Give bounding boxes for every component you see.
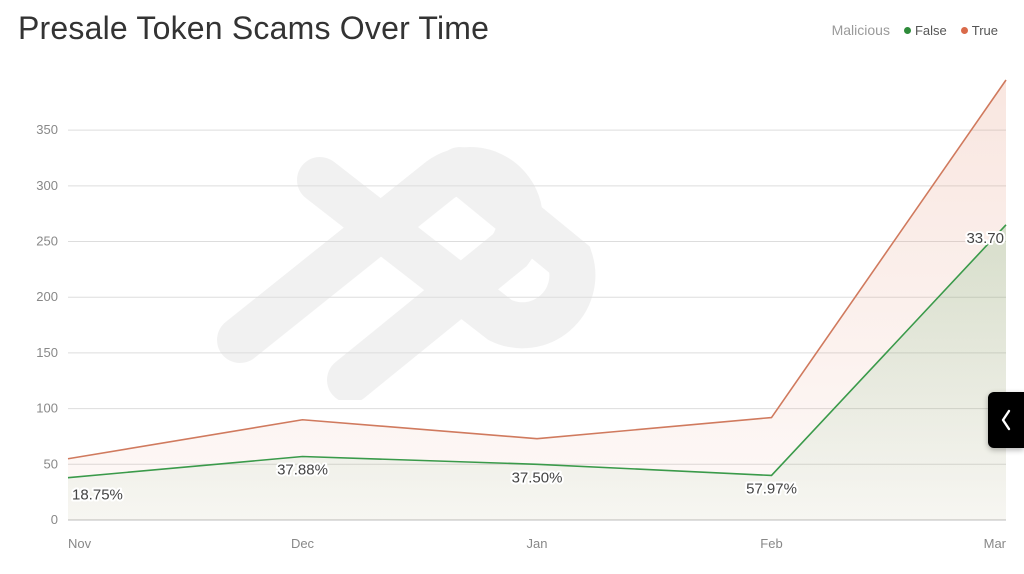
chart-svg: 05010015020025030035018.75%18.75%37.88%3…: [18, 70, 1016, 564]
legend-title: Malicious: [832, 22, 890, 38]
x-tick-label: Jan: [527, 536, 548, 551]
percent-label: 37.88%: [277, 462, 328, 479]
chart-area: 05010015020025030035018.75%18.75%37.88%3…: [18, 70, 1016, 564]
chevron-left-icon: [999, 409, 1013, 431]
y-tick-label: 300: [36, 178, 58, 193]
x-tick-label: Dec: [291, 536, 315, 551]
percent-label: 37.50%: [512, 469, 563, 486]
legend-label-true: True: [972, 23, 998, 38]
legend: Malicious False True: [832, 22, 998, 38]
legend-dot-false: [904, 27, 911, 34]
percent-label: 33.70: [966, 230, 1004, 247]
x-tick-label: Feb: [760, 536, 782, 551]
percent-label: 57.97%: [746, 480, 797, 497]
legend-item-false: False: [904, 23, 947, 38]
legend-item-true: True: [961, 23, 998, 38]
side-handle[interactable]: [988, 392, 1024, 448]
y-tick-label: 50: [44, 456, 58, 471]
y-tick-label: 200: [36, 289, 58, 304]
x-tick-label: Mar: [984, 536, 1007, 551]
legend-label-false: False: [915, 23, 947, 38]
percent-label: 18.75%: [72, 487, 123, 504]
legend-dot-true: [961, 27, 968, 34]
y-tick-label: 100: [36, 401, 58, 416]
y-tick-label: 0: [51, 512, 58, 527]
y-tick-label: 350: [36, 122, 58, 137]
x-tick-label: Nov: [68, 536, 92, 551]
y-tick-label: 250: [36, 234, 58, 249]
y-tick-label: 150: [36, 345, 58, 360]
chart-title: Presale Token Scams Over Time: [18, 10, 489, 47]
